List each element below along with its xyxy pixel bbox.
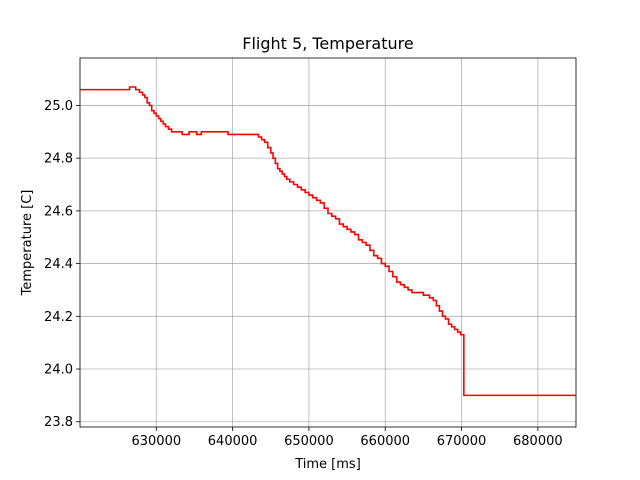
x-tick-label: 650000 [284,434,334,449]
y-tick-label: 24.4 [44,257,73,272]
tick-layer: 630000 640000 650000 660000 670000 680000 23.8… [44,99,563,449]
plot-frame [79,57,577,428]
x-axis-label: Time [ms] [294,457,361,472]
x-tick-label: 640000 [208,434,258,449]
y-tick-label: 23.8 [44,415,73,430]
temperature-series-line [80,86,576,397]
y-tick-label: 25.0 [44,99,73,114]
chart-title: Flight 5, Temperature [242,34,413,53]
y-tick-label: 24.2 [44,310,73,325]
y-tick-label: 24.0 [44,363,73,378]
x-tick-label: 680000 [513,434,563,449]
y-tick-label: 24.8 [44,152,73,167]
grid-layer [80,58,576,427]
series-layer [80,86,576,397]
y-axis-label: Temperature [C] [20,190,35,297]
x-tick-label: 670000 [437,434,487,449]
y-tick-label: 24.6 [44,204,73,219]
x-tick-label: 630000 [131,434,181,449]
x-tick-label: 660000 [360,434,410,449]
